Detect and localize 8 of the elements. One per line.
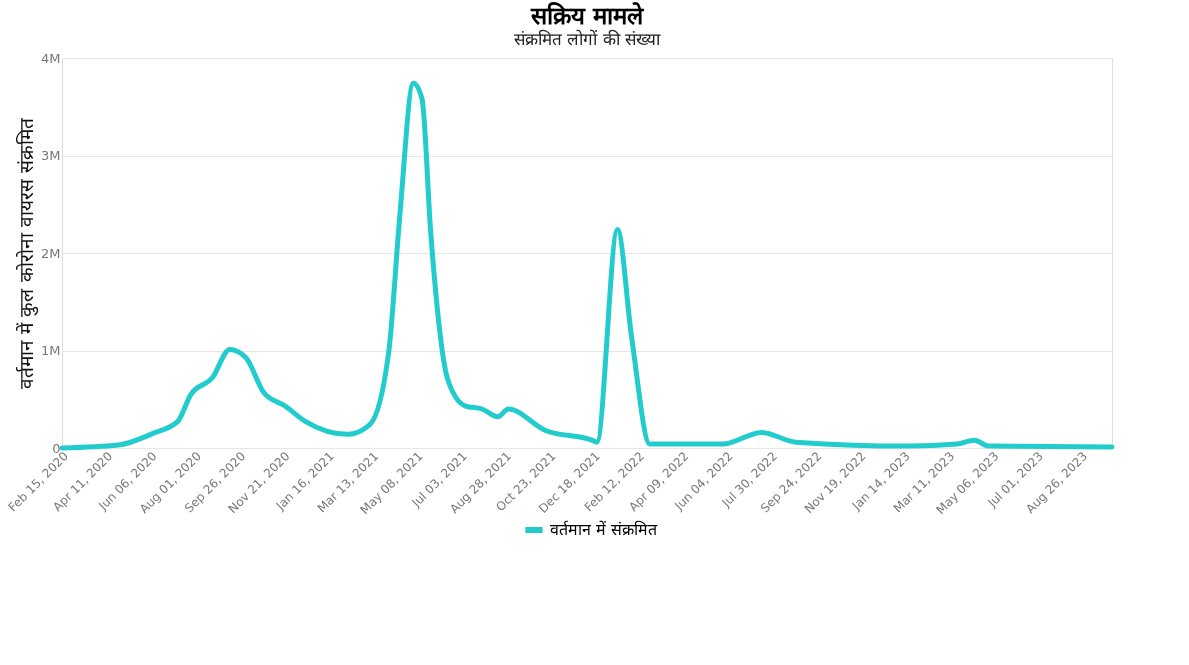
y-axis-title: वर्तमान में कुल कोरोना वायरस संक्रमित [15,117,40,389]
chart-subtitle: संक्रमित लोगों की संख्या [513,29,662,49]
legend-label: वर्तमान में संक्रमित [550,520,659,539]
y-tick-label: 1M [41,343,61,358]
y-tick-label: 2M [41,245,61,261]
y-tick-label: 3M [41,148,61,163]
y-tick-label: 4M [41,50,61,66]
chart-title: सक्रिय मामले [529,2,646,30]
